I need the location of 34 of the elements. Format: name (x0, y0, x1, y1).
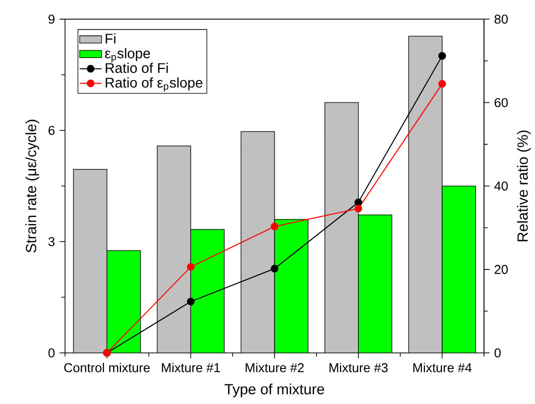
point (438, 52, 446, 60)
y-axis-title: Strain rate (με/cycle) (25, 120, 40, 253)
x-tick-label: Mixture #1 (162, 363, 220, 372)
y2-tick-label: 0 (494, 348, 501, 358)
y2-tick-label: 20 (494, 265, 508, 274)
legend-label: Ratio of Fi (106, 62, 168, 74)
point (186, 263, 195, 271)
y2-tick-label: 60 (494, 98, 508, 108)
legend-label: ε$_{p}$slope (105, 48, 150, 62)
y-tick-label: 0 (48, 348, 55, 358)
y-tick-label: 3 (48, 237, 55, 246)
bar (408, 36, 442, 354)
bar (156, 146, 192, 354)
legend-label: Fi (106, 34, 116, 44)
y2-tick-label: 80 (494, 14, 508, 24)
y-tick-label: 6 (48, 126, 55, 136)
point (354, 198, 362, 206)
x-tick-label: Mixture #3 (330, 363, 388, 372)
point (438, 80, 446, 88)
x-tick-label: Mixture #2 (246, 363, 304, 372)
bar (324, 102, 359, 354)
point (354, 204, 362, 213)
x-tick-label: Control mixture (64, 363, 150, 372)
bar (240, 131, 275, 354)
point (186, 298, 195, 306)
legend-label: Ratio of ε$_{p}$slope (106, 77, 202, 92)
y-tick-label: 9 (48, 14, 54, 24)
point (270, 222, 278, 230)
y2-axis-title: Relative ratio (%) (517, 130, 531, 242)
bar (73, 169, 108, 354)
y2-tick-label: 40 (494, 182, 508, 191)
point (270, 264, 278, 273)
x-tick-label: Mixture #4 (413, 363, 472, 372)
x-axis-title: Type of mixture (224, 384, 324, 398)
